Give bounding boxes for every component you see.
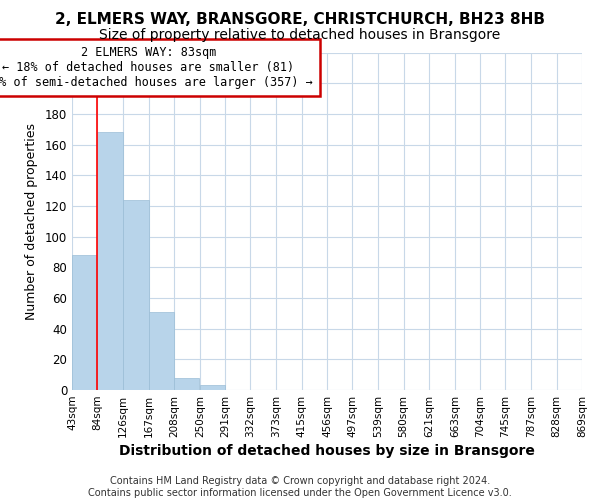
Bar xyxy=(123,200,149,390)
Bar xyxy=(200,386,225,390)
Bar xyxy=(72,255,97,390)
Y-axis label: Number of detached properties: Number of detached properties xyxy=(25,122,38,320)
Bar xyxy=(97,132,122,390)
X-axis label: Distribution of detached houses by size in Bransgore: Distribution of detached houses by size … xyxy=(119,444,535,458)
Bar xyxy=(149,312,174,390)
Text: Contains HM Land Registry data © Crown copyright and database right 2024.
Contai: Contains HM Land Registry data © Crown c… xyxy=(88,476,512,498)
Bar xyxy=(174,378,199,390)
Text: 2, ELMERS WAY, BRANSGORE, CHRISTCHURCH, BH23 8HB: 2, ELMERS WAY, BRANSGORE, CHRISTCHURCH, … xyxy=(55,12,545,28)
Text: Size of property relative to detached houses in Bransgore: Size of property relative to detached ho… xyxy=(100,28,500,42)
Text: 2 ELMERS WAY: 83sqm
← 18% of detached houses are smaller (81)
81% of semi-detach: 2 ELMERS WAY: 83sqm ← 18% of detached ho… xyxy=(0,46,313,90)
